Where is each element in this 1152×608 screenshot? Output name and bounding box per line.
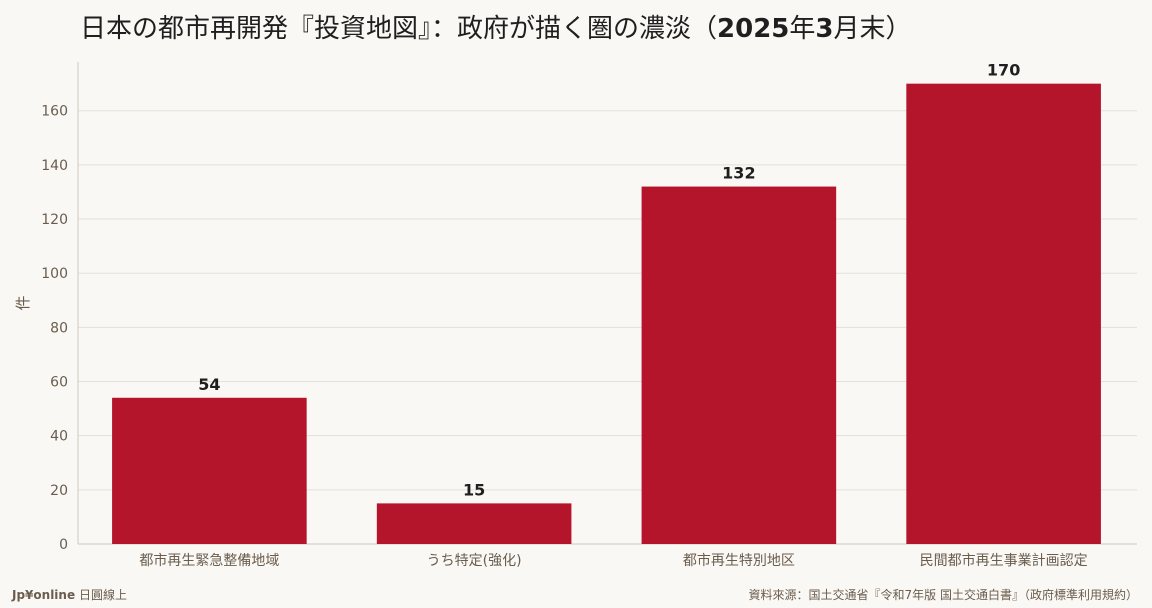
x-tick-label: 都市再生特別地区 <box>683 552 795 569</box>
chart-title: 日本の都市再開発『投資地図』：政府が描く圏の濃淡（2025年3月末） <box>80 8 912 45</box>
x-tick-label: 都市再生緊急整備地域 <box>139 552 279 569</box>
y-tick-label: 160 <box>41 104 68 120</box>
y-tick-label: 40 <box>50 429 68 445</box>
y-tick-label: 80 <box>50 320 68 336</box>
x-tick-label: うち特定(強化) <box>427 553 522 569</box>
y-tick-label: 0 <box>59 537 68 553</box>
x-tick-label: 民間都市再生事業計画認定 <box>920 552 1088 569</box>
bar <box>906 83 1101 545</box>
y-tick-label: 120 <box>41 212 68 228</box>
y-tick-label: 100 <box>41 266 68 282</box>
y-axis-label: 件 <box>14 295 32 310</box>
y-tick-label: 140 <box>41 158 68 174</box>
y-tick-label: 20 <box>50 483 68 499</box>
bar-value-label: 132 <box>722 164 755 183</box>
bar <box>376 503 572 544</box>
chart-title-year: 2025 <box>717 14 790 44</box>
bar <box>641 186 837 544</box>
bar-value-label: 15 <box>463 480 485 499</box>
bar-value-label: 170 <box>987 61 1020 80</box>
chart-title-month: 3 <box>815 14 834 44</box>
bar <box>112 397 307 544</box>
y-tick-label: 60 <box>50 375 68 391</box>
brand-suffix: 日圓線上 <box>78 588 127 602</box>
chart-title-month-suffix: 月末） <box>833 14 912 44</box>
footer-brand: Jp¥online 日圓線上 <box>12 586 127 603</box>
bar-value-label: 54 <box>198 375 220 394</box>
chart-title-prefix: 日本の都市再開発『投資地図』：政府が描く圏の濃淡（ <box>80 14 718 44</box>
source-note: 資料來源：国土交通省『令和7年版 国土交通白書』（政府標準利用規約） <box>748 588 1138 602</box>
chart-title-year-suffix: 年 <box>789 14 816 44</box>
brand-name: Jp¥online <box>12 588 76 602</box>
